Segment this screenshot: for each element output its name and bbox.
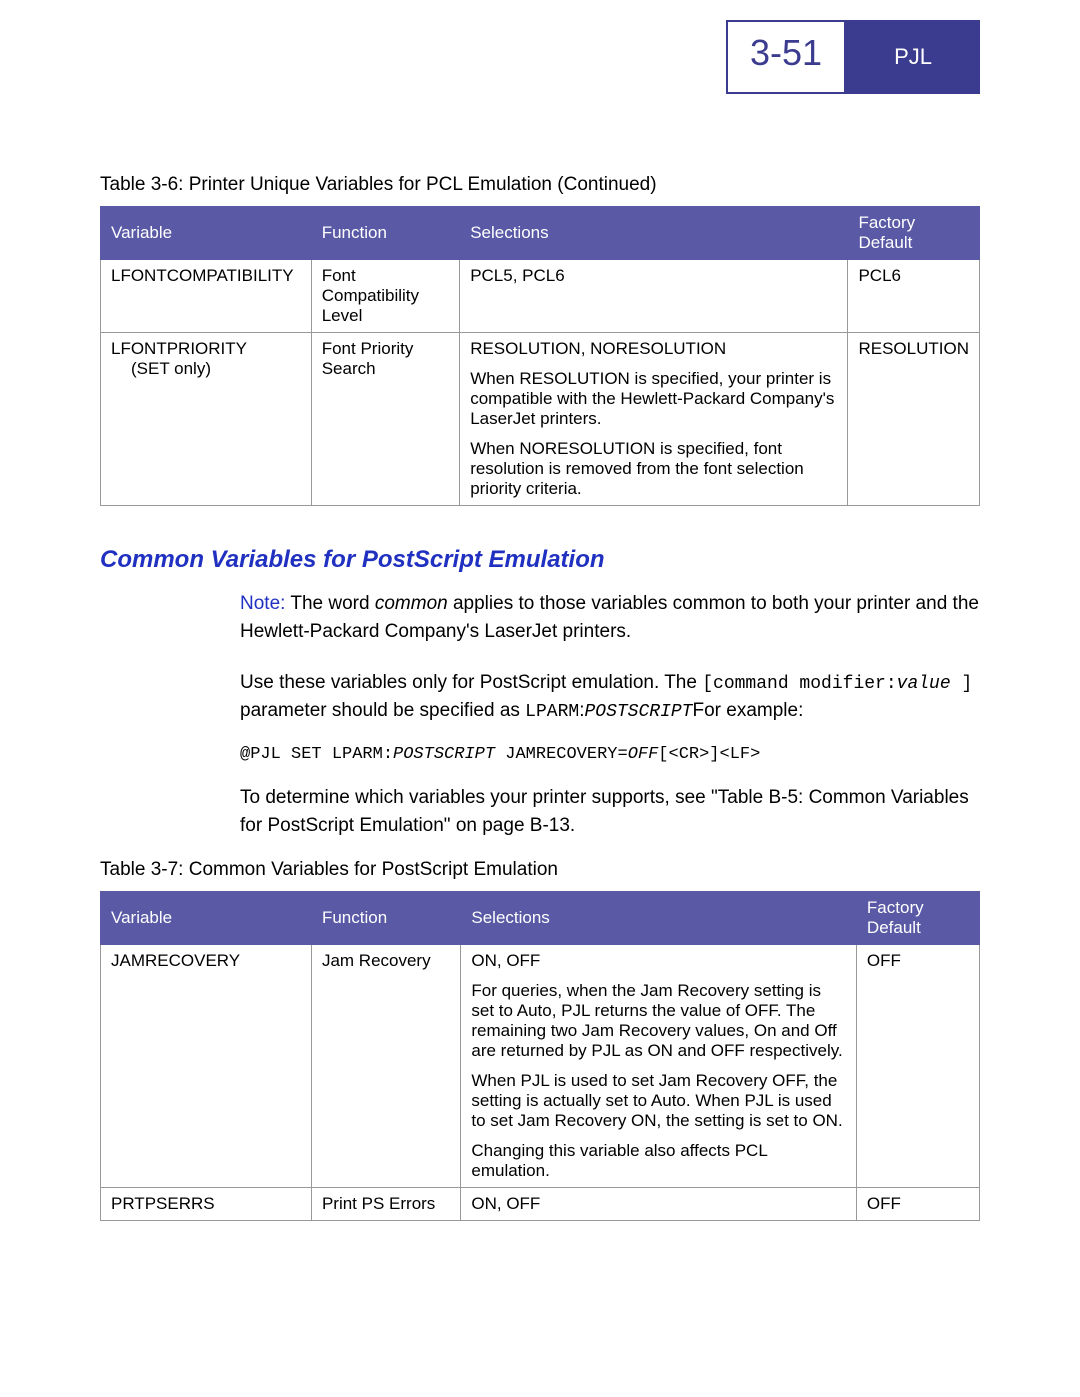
- para-code-italic: value: [897, 674, 951, 694]
- page-header: 3-51 PJL: [0, 0, 1080, 94]
- code-italic: POSTSCRIPT: [393, 745, 495, 764]
- code-text: JAMRECOVERY=: [495, 745, 628, 764]
- body-paragraph: Use these variables only for PostScript …: [240, 669, 980, 725]
- section-tab: PJL: [846, 20, 980, 94]
- table-3-7-caption: Table 3-7: Common Variables for PostScri…: [100, 859, 980, 881]
- code-example: @PJL SET LPARM:POSTSCRIPT JAMRECOVERY=OF…: [240, 745, 980, 764]
- para-text: For example:: [693, 700, 804, 721]
- table-row: JAMRECOVERY Jam Recovery ON, OFF For que…: [101, 945, 980, 1188]
- table-row: PRTPSERRS Print PS Errors ON, OFF OFF: [101, 1188, 980, 1221]
- cell-variable: LFONTPRIORITY (SET only): [101, 333, 312, 506]
- selection-line: When PJL is used to set Jam Recovery OFF…: [471, 1071, 846, 1131]
- selection-line: When RESOLUTION is specified, your print…: [470, 369, 837, 429]
- cell-variable: PRTPSERRS: [101, 1188, 312, 1221]
- cell-function: Jam Recovery: [311, 945, 460, 1188]
- cell-variable: LFONTCOMPATIBILITY: [101, 260, 312, 333]
- cell-variable: JAMRECOVERY: [101, 945, 312, 1188]
- para-code: LPARM: [525, 702, 579, 722]
- para-italic: POSTSCRIPT: [584, 702, 692, 722]
- note-block: Note: The word common applies to those v…: [240, 590, 980, 645]
- code-italic: OFF: [628, 745, 659, 764]
- cell-default: RESOLUTION: [848, 333, 980, 506]
- col-header-variable: Variable: [101, 892, 312, 945]
- para-text: Use these variables only for PostScript …: [240, 672, 702, 693]
- note-text: The word: [290, 593, 374, 614]
- code-text: @PJL SET LPARM:: [240, 745, 393, 764]
- selection-line: When NORESOLUTION is specified, font res…: [470, 439, 837, 499]
- note-label: Note:: [240, 593, 285, 614]
- page-content: Table 3-6: Printer Unique Variables for …: [0, 94, 1080, 1301]
- page: 3-51 PJL Table 3-6: Printer Unique Varia…: [0, 0, 1080, 1301]
- cell-function: Font Priority Search: [311, 333, 459, 506]
- col-header-variable: Variable: [101, 207, 312, 260]
- note-italic: common: [375, 593, 448, 614]
- col-header-default: Factory Default: [856, 892, 979, 945]
- cell-selections: RESOLUTION, NORESOLUTION When RESOLUTION…: [460, 333, 848, 506]
- cell-function: Font Compatibility Level: [311, 260, 459, 333]
- selection-line: RESOLUTION, NORESOLUTION: [470, 339, 837, 359]
- cell-selections: ON, OFF For queries, when the Jam Recove…: [461, 945, 857, 1188]
- cell-default: PCL6: [848, 260, 980, 333]
- table-3-6-caption: Table 3-6: Printer Unique Variables for …: [100, 174, 980, 196]
- section-heading: Common Variables for PostScript Emulatio…: [100, 546, 980, 574]
- col-header-selections: Selections: [461, 892, 857, 945]
- cell-selections: PCL5, PCL6: [460, 260, 848, 333]
- cell-default: OFF: [856, 1188, 979, 1221]
- para-code: [command modifier:: [702, 674, 896, 694]
- cell-default: OFF: [856, 945, 979, 1188]
- cell-selections: ON, OFF: [461, 1188, 857, 1221]
- body-paragraph: To determine which variables your printe…: [240, 784, 980, 839]
- selection-line: For queries, when the Jam Recovery setti…: [471, 981, 846, 1061]
- para-code: ]: [951, 674, 973, 694]
- table-3-7: Variable Function Selections Factory Def…: [100, 891, 980, 1221]
- cell-function: Print PS Errors: [311, 1188, 460, 1221]
- variable-note: (SET only): [111, 359, 301, 379]
- code-text: [<CR>]<LF>: [658, 745, 760, 764]
- table-row: LFONTPRIORITY (SET only) Font Priority S…: [101, 333, 980, 506]
- col-header-default: Factory Default: [848, 207, 980, 260]
- selection-line: ON, OFF: [471, 951, 846, 971]
- selection-line: Changing this variable also affects PCL …: [471, 1141, 846, 1181]
- col-header-function: Function: [311, 892, 460, 945]
- variable-name: LFONTPRIORITY: [111, 339, 247, 358]
- col-header-function: Function: [311, 207, 459, 260]
- col-header-selections: Selections: [460, 207, 848, 260]
- page-number-box: 3-51: [726, 20, 846, 94]
- table-row: LFONTCOMPATIBILITY Font Compatibility Le…: [101, 260, 980, 333]
- table-3-6: Variable Function Selections Factory Def…: [100, 206, 980, 506]
- para-text: parameter should be specified as: [240, 700, 525, 721]
